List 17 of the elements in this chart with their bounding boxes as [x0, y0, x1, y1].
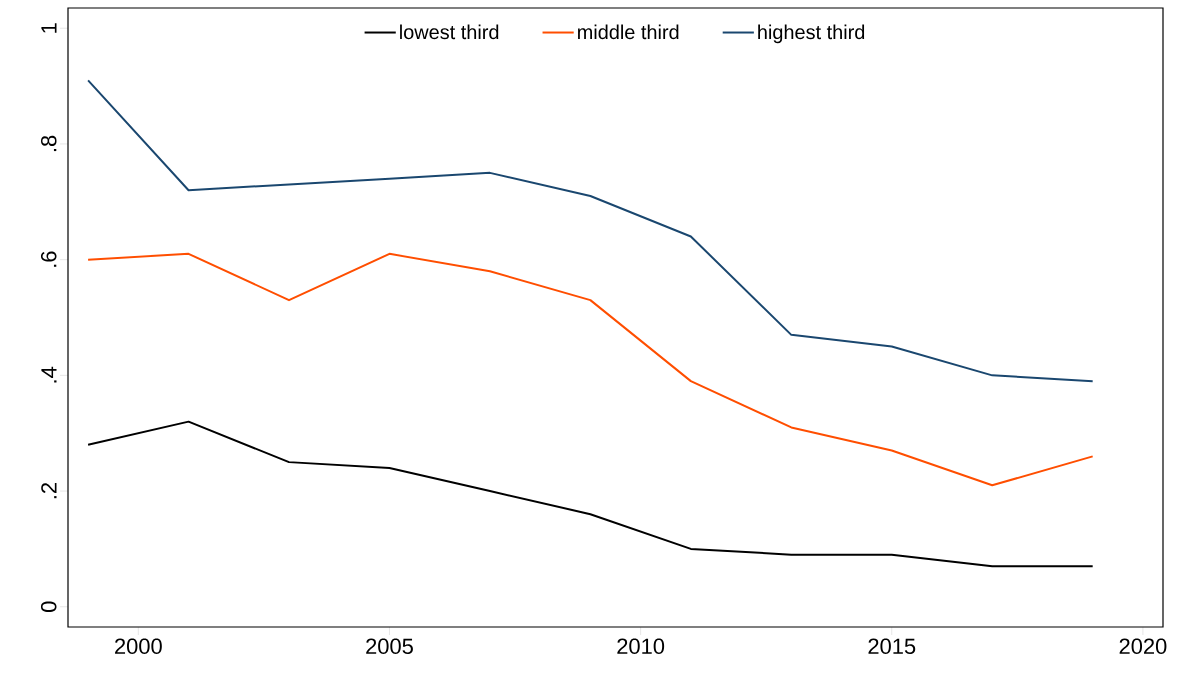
line-series: [87, 420, 1094, 568]
line-series: [87, 252, 1094, 487]
x-tick-label: 2000: [115, 638, 162, 655]
y-tick-label: .6: [40, 251, 57, 267]
x-tick-label: 2010: [617, 638, 665, 655]
x-tick-label: 2015: [868, 638, 916, 655]
y-tick-label: .8: [40, 135, 57, 152]
y-tick-label: 0: [40, 601, 57, 612]
line-series: [87, 79, 1094, 383]
x-tick-label: 2020: [1119, 638, 1167, 655]
legend-label: highest third: [758, 24, 865, 44]
legend-label: middle third: [578, 24, 679, 40]
x-tick-label: 2005: [366, 638, 413, 655]
y-tick-label: 1: [41, 23, 57, 33]
legend-label: lowest third: [400, 24, 499, 40]
y-tick-label: .4: [41, 366, 57, 383]
y-tick-label: .2: [41, 483, 57, 499]
